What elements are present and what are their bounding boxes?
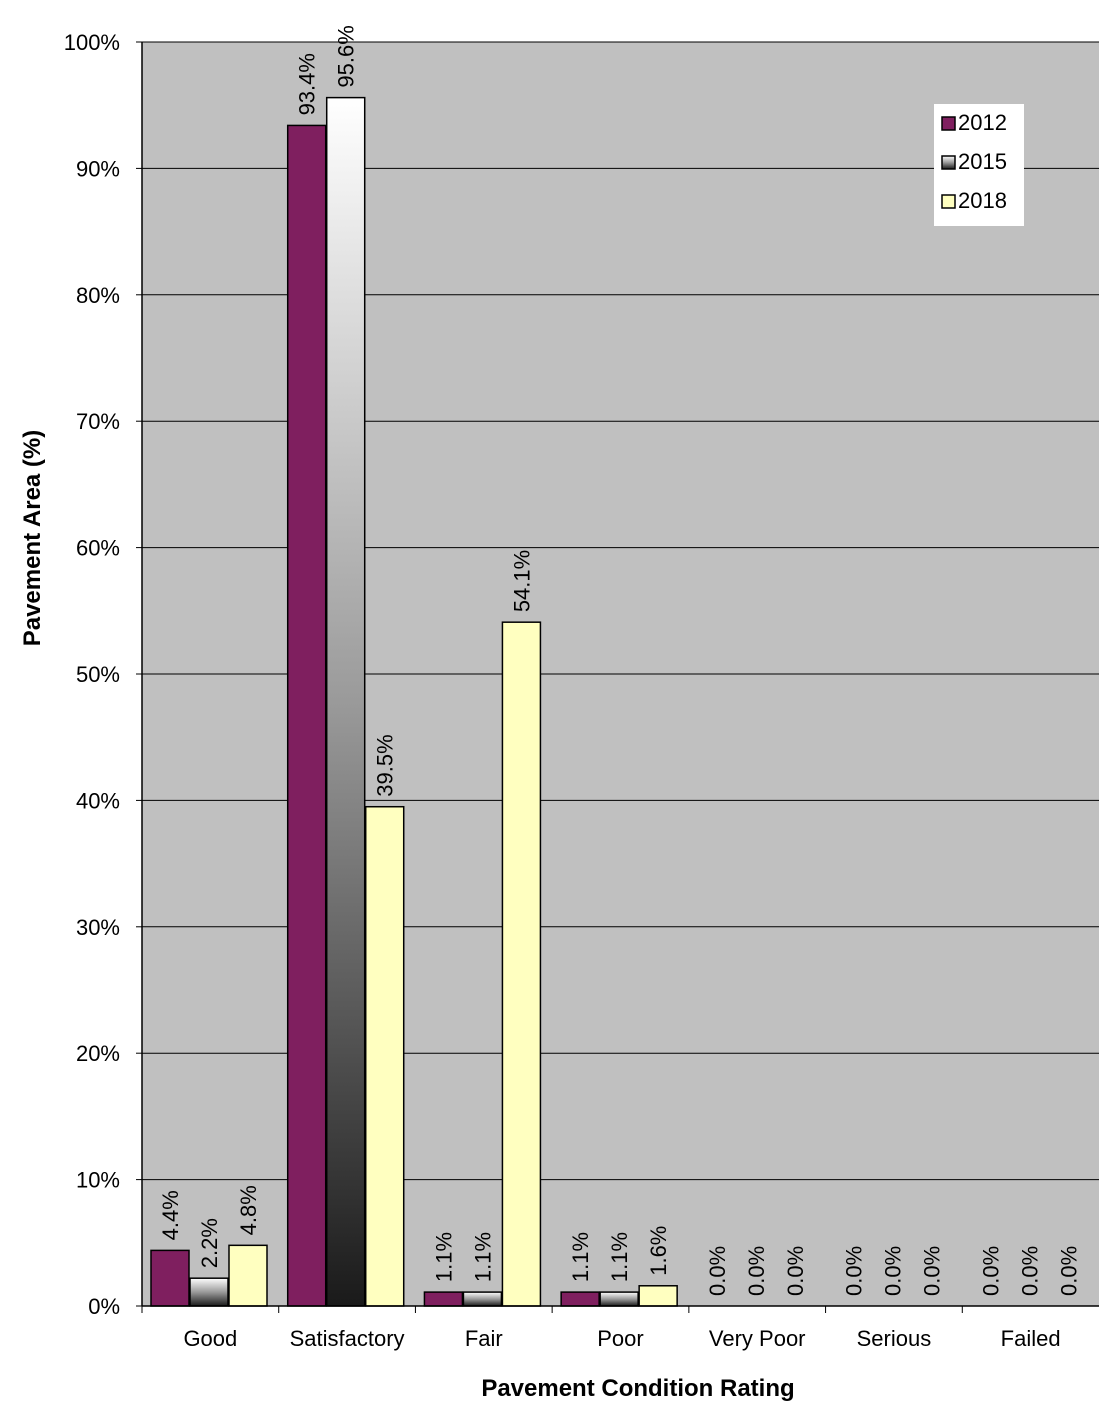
y-tick-label: 60% <box>76 536 120 561</box>
axes: 0% 10% 20% 30% 40% 50% 60% 70% 80% 90% 100% Good Sat… <box>64 30 1099 1351</box>
category-label: Poor <box>597 1326 643 1351</box>
y-tick-label: 90% <box>76 156 120 181</box>
y-tick-label: 20% <box>76 1041 120 1066</box>
data-label: 1.6% <box>646 1226 671 1276</box>
data-label: 39.5% <box>373 734 398 796</box>
data-label: 0.0% <box>978 1246 1003 1296</box>
y-tick-label: 10% <box>76 1168 120 1193</box>
legend: 2012 2015 2018 <box>934 104 1024 226</box>
data-label: 0.0% <box>705 1246 730 1296</box>
bar-2018-fair <box>501 621 542 1307</box>
data-label: 0.0% <box>783 1246 808 1296</box>
legend-swatch-2018 <box>941 194 956 209</box>
category-label: Good <box>183 1326 237 1351</box>
bar-2015-good <box>189 1277 229 1307</box>
bar-2015-poor <box>599 1291 639 1307</box>
y-tick-label: 30% <box>76 915 120 940</box>
data-label: 0.0% <box>1056 1246 1081 1296</box>
category-label: Satisfactory <box>290 1326 405 1351</box>
legend-label-2018: 2018 <box>958 188 1007 213</box>
data-labels: 4.4% 2.2% 4.8% 93.4% 95.6% 39.5% 1.1% 1.1% 54.1%… <box>158 25 1081 1296</box>
y-axis-title: Pavement Area (%) <box>19 430 46 647</box>
data-label: 0.0% <box>1017 1246 1042 1296</box>
bar-2018-poor <box>638 1285 678 1307</box>
bar-2015-fair <box>462 1291 503 1307</box>
y-tick-label: 50% <box>76 662 120 687</box>
y-tick-label: 40% <box>76 788 120 813</box>
data-label: 1.1% <box>607 1232 632 1282</box>
category-label: Fair <box>465 1326 503 1351</box>
bar-2018-good <box>228 1244 268 1307</box>
legend-swatch-2015 <box>941 155 956 170</box>
data-label: 54.1% <box>509 550 534 612</box>
data-label: 0.0% <box>920 1246 945 1296</box>
data-label: 1.1% <box>470 1232 495 1282</box>
bar-2015-satisfactory <box>325 96 366 1307</box>
bar-2012-fair <box>423 1291 464 1307</box>
bar-2012-poor <box>560 1291 600 1307</box>
data-label: 0.0% <box>744 1246 769 1296</box>
category-label: Failed <box>1001 1326 1061 1351</box>
category-label: Very Poor <box>709 1326 806 1351</box>
legend-label-2012: 2012 <box>958 110 1007 135</box>
y-tick-label: 100% <box>64 30 120 55</box>
data-label: 95.6% <box>334 25 359 87</box>
data-label: 93.4% <box>295 53 320 115</box>
bar-2012-good <box>150 1249 190 1307</box>
data-label: 0.0% <box>842 1246 867 1296</box>
data-label: 4.4% <box>158 1190 183 1240</box>
y-tick-label: 80% <box>76 283 120 308</box>
data-label: 1.1% <box>568 1232 593 1282</box>
legend-label-2015: 2015 <box>958 149 1007 174</box>
y-tick-label: 70% <box>76 409 120 434</box>
data-label: 4.8% <box>236 1185 261 1235</box>
data-label: 1.1% <box>431 1232 456 1282</box>
legend-swatch-2012 <box>941 116 956 131</box>
data-label: 0.0% <box>881 1246 906 1296</box>
x-axis-title: Pavement Condition Rating <box>481 1375 794 1402</box>
bar-2012-satisfactory <box>286 124 327 1307</box>
y-tick-label: 0% <box>88 1294 120 1319</box>
bar-2018-satisfactory <box>364 805 405 1307</box>
data-label: 2.2% <box>197 1218 222 1268</box>
category-label: Serious <box>857 1326 932 1351</box>
